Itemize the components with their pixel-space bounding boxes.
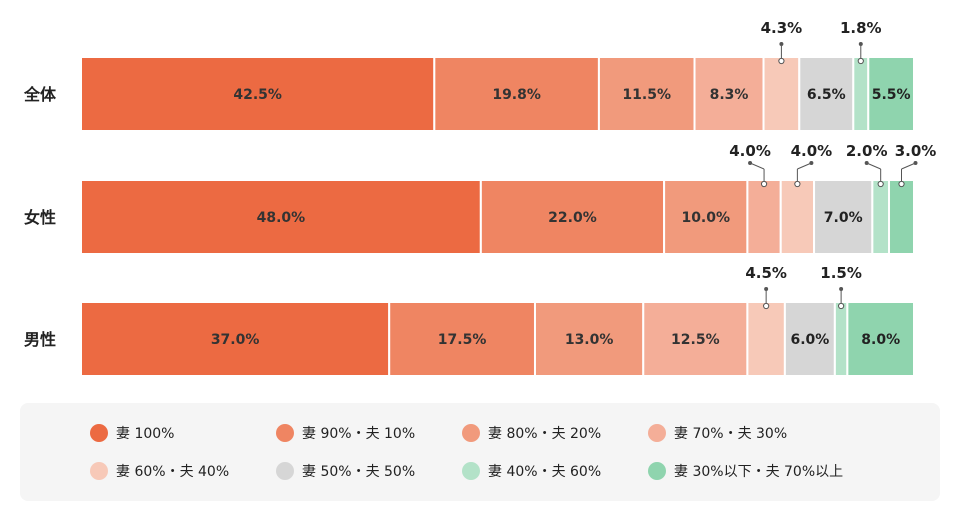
legend-item: 妻 80%・夫 20% (462, 423, 601, 443)
bar-segment (888, 179, 916, 255)
legend-item: 妻 50%・夫 50% (276, 461, 415, 481)
bar-segment (779, 179, 816, 255)
data-label: 4.3% (761, 19, 803, 37)
category-label: 男性 (24, 330, 56, 349)
data-label: 10.0% (681, 210, 730, 226)
bar-segment (642, 301, 749, 377)
callout-dot (809, 161, 814, 165)
callout-dot (779, 42, 784, 46)
data-label: 22.0% (548, 210, 597, 226)
legend-swatch (462, 424, 480, 442)
data-label: 42.5% (233, 87, 282, 103)
legend-label: 妻 80%・夫 20% (488, 426, 602, 442)
bar-segment (746, 301, 786, 377)
data-label: 12.5% (671, 332, 720, 348)
bar-segment (813, 179, 874, 255)
legend-swatch (648, 424, 666, 442)
legend-item: 妻 60%・夫 40% (90, 461, 229, 481)
data-label: 4.0% (791, 142, 833, 160)
callout-dot (839, 287, 844, 291)
category-label: 女性 (24, 208, 56, 227)
legend-swatch (276, 462, 294, 480)
data-label: 5.5% (872, 87, 911, 103)
data-label: 7.0% (824, 210, 863, 226)
callout-dot (763, 302, 770, 310)
data-label: 6.0% (790, 332, 829, 348)
legend-label: 妻 70%・夫 30% (674, 426, 788, 442)
legend-swatch (276, 424, 294, 442)
data-label: 17.5% (438, 332, 487, 348)
category-label: 全体 (23, 85, 57, 104)
callout-leader (797, 162, 812, 170)
callout-leader (901, 162, 916, 170)
legend-swatch (648, 462, 666, 480)
callout-dot (748, 161, 753, 165)
data-label: 8.0% (861, 332, 900, 348)
bar-segment (80, 301, 391, 377)
bar-segment (479, 179, 666, 255)
legend-label: 妻 30%以下・夫 70%以上 (674, 464, 844, 480)
data-label: 37.0% (211, 332, 260, 348)
data-label: 3.0% (895, 142, 937, 160)
callout-dot (913, 161, 918, 165)
callout-dot (898, 180, 905, 188)
bar-segment (846, 301, 915, 377)
data-label: 48.0% (257, 210, 306, 226)
bar-segment (867, 56, 915, 132)
chart-legend: 妻 100% 妻 90%・夫 10% 妻 80%・夫 20% 妻 70%・夫 30% 妻… (20, 403, 940, 501)
legend-label: 妻 50%・夫 50% (302, 464, 416, 480)
legend-label: 妻 90%・夫 10% (302, 426, 416, 442)
legend-swatch (90, 462, 108, 480)
data-label: 6.5% (807, 87, 846, 103)
legend-item: 妻 90%・夫 10% (276, 423, 415, 443)
callout-dot (838, 302, 845, 310)
data-label: 4.0% (729, 142, 771, 160)
legend-swatch (90, 424, 108, 442)
legend-item: 妻 30%以下・夫 70%以上 (648, 461, 843, 481)
legend-label: 妻 60%・夫 40% (116, 464, 230, 480)
data-label: 8.3% (710, 87, 749, 103)
data-label: 1.5% (820, 264, 862, 282)
legend-item: 妻 40%・夫 60% (462, 461, 601, 481)
data-label: 13.0% (565, 332, 614, 348)
data-label: 4.5% (745, 264, 787, 282)
bar-segment (871, 179, 891, 255)
bar-segment (597, 56, 696, 132)
callout-dot (857, 57, 864, 65)
bar-segment (833, 301, 849, 377)
callout-dot (764, 287, 769, 291)
callout-dot (760, 180, 768, 188)
data-label: 19.8% (492, 87, 541, 103)
bar-segment (852, 56, 870, 132)
legend-item: 妻 70%・夫 30% (648, 423, 787, 443)
callout-dot (858, 42, 863, 46)
callout-dot (794, 180, 801, 188)
legend-label: 妻 40%・夫 60% (488, 464, 602, 480)
legend-label: 妻 100% (116, 426, 175, 442)
callout-dot (864, 161, 869, 165)
data-label: 1.8% (840, 19, 882, 37)
legend-swatch (462, 462, 480, 480)
legend-item: 妻 100% (90, 423, 174, 443)
bar-segment (762, 56, 801, 132)
data-label: 2.0% (846, 142, 888, 160)
bar-segment (746, 179, 782, 255)
bar-segment (533, 301, 645, 377)
callout-leader (749, 162, 765, 170)
bar-segment (388, 301, 536, 377)
callout-leader (866, 162, 881, 170)
data-label: 11.5% (622, 87, 671, 103)
callout-dot (877, 180, 884, 188)
callout-dot (778, 57, 785, 65)
